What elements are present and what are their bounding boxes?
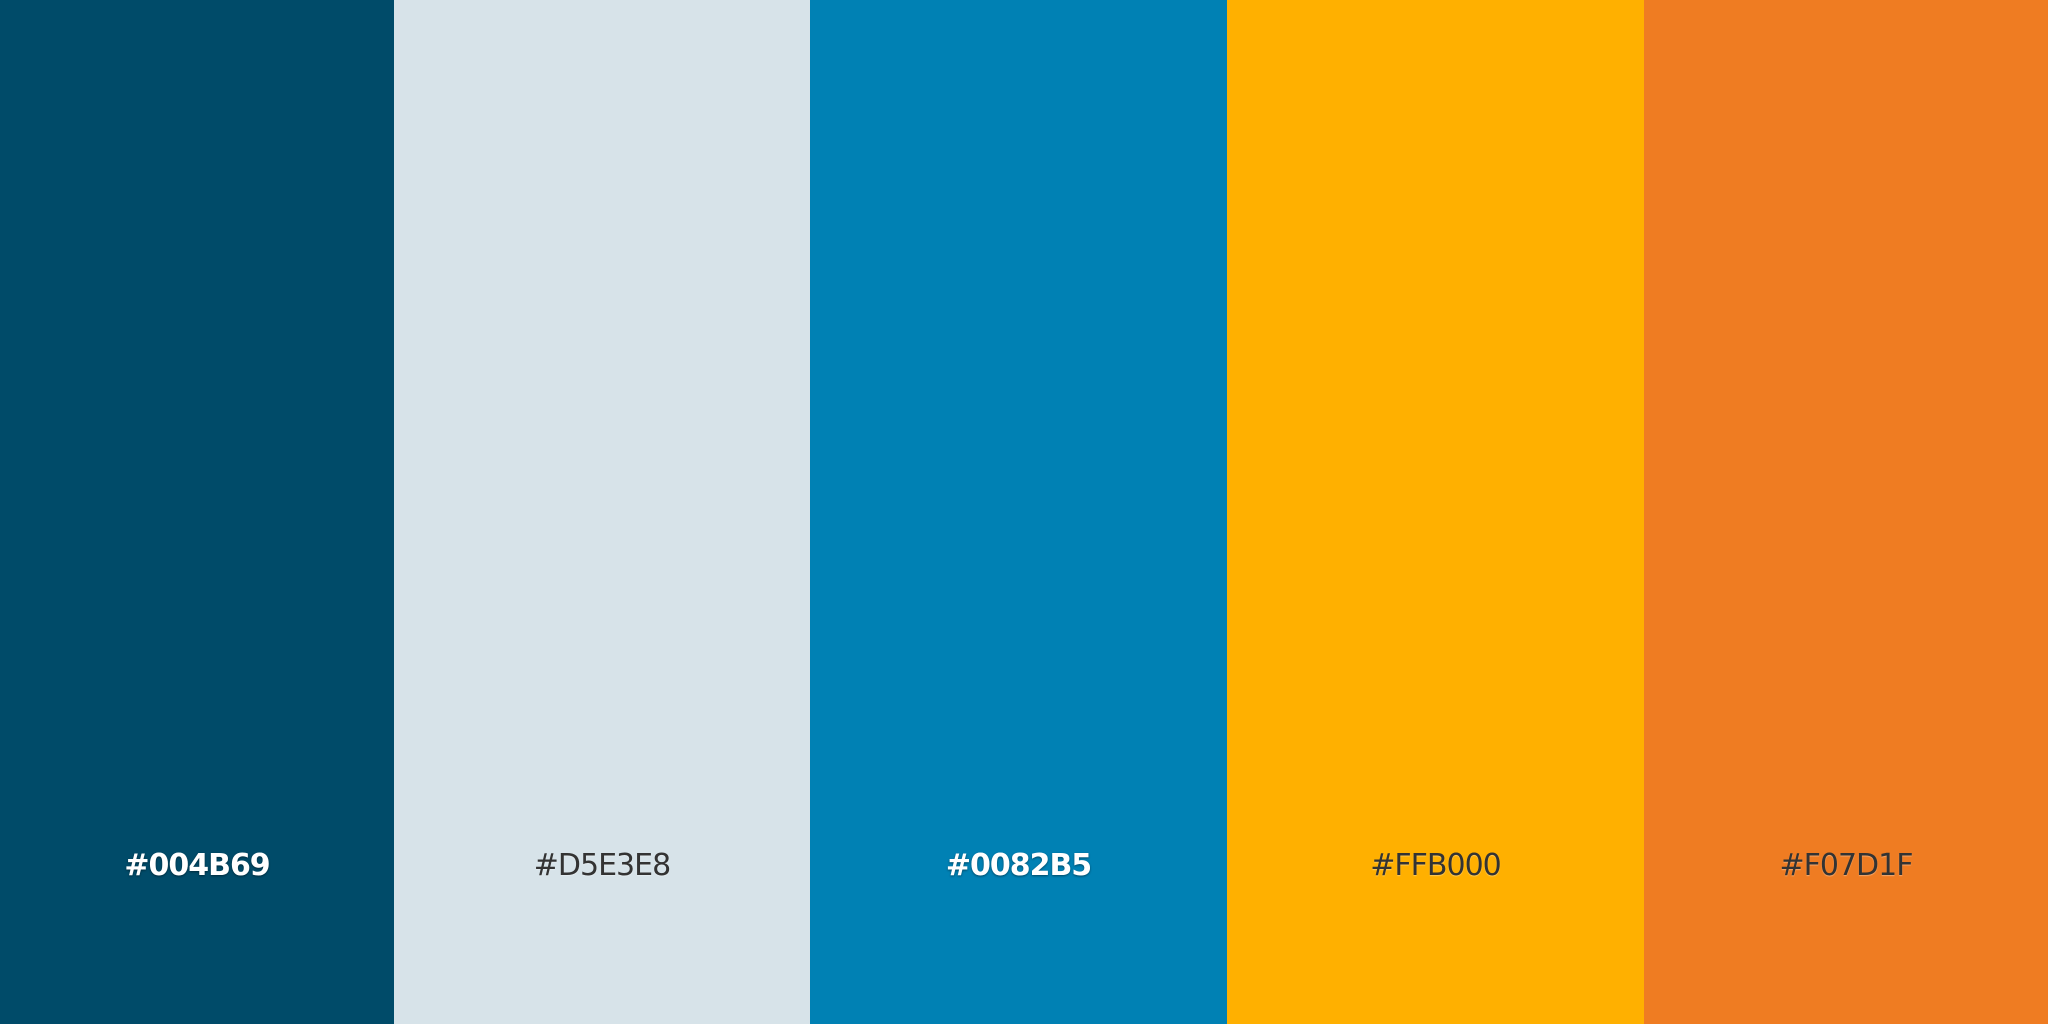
hex-code-label: #004B69 [124, 848, 270, 883]
color-swatch-3: #0082B5 [810, 0, 1227, 1024]
color-swatch-2: #D5E3E8 [394, 0, 810, 1024]
hex-code-label: #D5E3E8 [533, 848, 671, 883]
color-swatch-4: #FFB000 [1227, 0, 1644, 1024]
hex-code-label: #FFB000 [1370, 848, 1502, 883]
hex-code-label: #F07D1F [1779, 848, 1913, 883]
color-swatch-1: #004B69 [0, 0, 394, 1024]
color-swatch-5: #F07D1F [1644, 0, 2048, 1024]
hex-code-label: #0082B5 [945, 848, 1092, 883]
